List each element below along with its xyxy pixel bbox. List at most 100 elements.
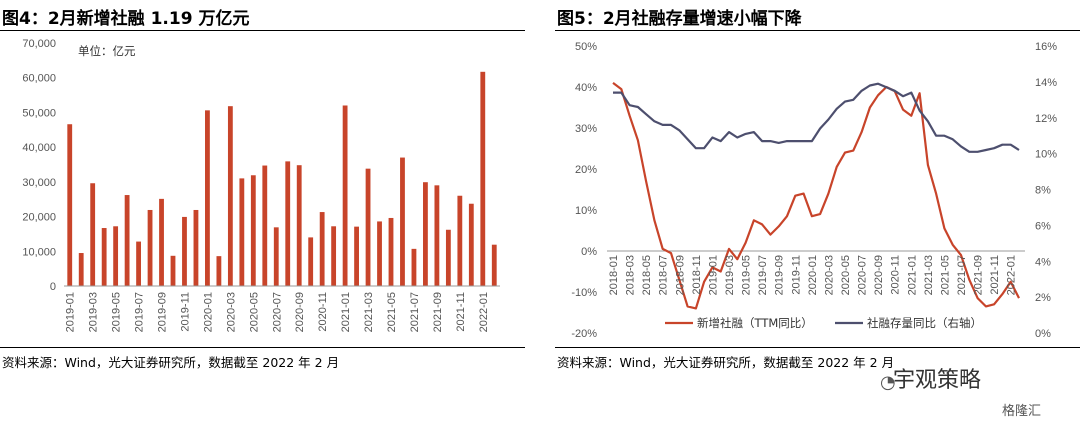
bar [400, 157, 405, 286]
bar [67, 124, 73, 286]
bar [147, 209, 153, 286]
source-rule [555, 347, 1080, 348]
x-tick-label: 2021-09 [432, 292, 444, 332]
bar [159, 198, 164, 286]
x-tick-label: 2021-07 [956, 255, 968, 295]
bar [239, 178, 245, 286]
x-tick-label: 2019-07 [134, 292, 146, 332]
x-tick-label: 2019-05 [741, 255, 753, 295]
x-tick-label: 2021-09 [973, 255, 985, 295]
x-tick-label: 2021-01 [906, 255, 918, 295]
x-tick-label: 2021-01 [340, 292, 352, 332]
chart-title: 图5：2月社融存量增速小幅下降 [557, 9, 802, 29]
x-tick-label: 2019-09 [157, 292, 169, 332]
y-tick-label-right: 8% [1035, 185, 1051, 197]
bar [445, 229, 451, 286]
chart-panel-financing-stock: 图5：2月社融存量增速小幅下降 -20% -10% 0% 10% 20% 30% 40% 50… [555, 0, 1080, 426]
x-tick-label: 2019-01 [65, 292, 77, 332]
x-tick-label: 2019-03 [88, 292, 100, 332]
bar [227, 106, 233, 287]
bar [78, 253, 84, 286]
bar-chart-svg: 单位：亿元 0 10,000 20,000 30,000 40,000 50,000 60,… [22, 38, 500, 332]
y-tick-label: 20,000 [22, 212, 56, 224]
bar [342, 105, 348, 286]
bar [480, 71, 486, 286]
x-tick-label: 2020-01 [807, 255, 819, 295]
series-line [613, 82, 1020, 153]
x-tick-label: 2019-09 [774, 255, 786, 295]
y-tick-label-right: 14% [1035, 77, 1057, 89]
bar [457, 195, 463, 286]
x-tick-label: 2021-03 [363, 292, 375, 332]
x-tick-label: 2019-03 [724, 255, 736, 295]
bar [182, 216, 187, 286]
bar [124, 195, 130, 286]
bar [411, 248, 417, 286]
wechat-icon: ◔ [880, 372, 896, 393]
chart-title: 图4：2月新增社融 1.19 万亿元 [2, 9, 250, 29]
x-tick-label: 2019-01 [707, 255, 719, 295]
y-tick-label-left: -10% [571, 287, 597, 299]
title-rule [0, 30, 525, 31]
bar [377, 221, 382, 286]
x-tick-label: 2022-01 [478, 292, 490, 332]
y-tick-label-left: 10% [575, 205, 597, 217]
y-tick-label-left: 0% [581, 246, 597, 258]
x-tick-label: 2021-03 [923, 255, 935, 295]
line-chart-svg: -20% -10% 0% 10% 20% 30% 40% 50% 0% 2% 4% 6% 8% 10% 1… [571, 41, 1057, 340]
x-tick-label: 2018-01 [608, 255, 620, 295]
bar [319, 212, 325, 286]
x-tick-label: 2020-03 [823, 255, 835, 295]
y-tick-label: 0 [50, 281, 56, 293]
x-tick-label: 2019-07 [757, 255, 769, 295]
y-tick-label-right: 10% [1035, 149, 1057, 161]
y-tick-label-right: 16% [1035, 41, 1057, 53]
y-tick-label-right: 4% [1035, 256, 1051, 268]
y-tick-label: 50,000 [22, 107, 56, 119]
bar [262, 165, 268, 286]
x-tick-label: 2021-07 [409, 292, 421, 332]
bar [273, 227, 279, 286]
x-tick-label: 2020-07 [857, 255, 869, 295]
title-rule [555, 30, 1080, 31]
x-tick-label: 2018-09 [674, 255, 686, 295]
x-tick-label: 2022-01 [1006, 255, 1018, 295]
bar [491, 244, 497, 286]
x-tick-label: 2019-05 [111, 292, 123, 332]
x-tick-label: 2020-11 [890, 255, 902, 295]
source-rule [0, 347, 525, 348]
bar [434, 185, 440, 286]
x-tick-label: 2021-05 [939, 255, 951, 295]
y-tick-label: 10,000 [22, 246, 56, 258]
bar [423, 182, 428, 286]
bar [136, 241, 141, 286]
series-line [612, 82, 1020, 310]
y-tick-label-right: 12% [1035, 113, 1057, 125]
bar [90, 183, 96, 286]
bar [113, 226, 119, 286]
bar [388, 217, 394, 286]
x-tick-label: 2020-05 [840, 255, 852, 295]
bar [365, 168, 371, 286]
legend-label: 新增社融（TTM同比） [697, 316, 813, 330]
y-tick-label-left: 50% [575, 41, 597, 53]
bar [193, 209, 199, 286]
bar [308, 237, 314, 286]
x-tick-label: 2018-11 [691, 255, 703, 295]
bar [170, 255, 176, 286]
y-tick-label-right: 6% [1035, 220, 1051, 232]
x-tick-label: 2019-11 [179, 292, 191, 332]
x-tick-label: 2020-09 [873, 255, 885, 295]
x-tick-label: 2018-03 [625, 255, 637, 295]
x-tick-label: 2018-05 [641, 255, 653, 295]
x-tick-label: 2020-11 [317, 292, 329, 332]
x-tick-label: 2020-05 [248, 292, 260, 332]
y-tick-label: 30,000 [22, 177, 56, 189]
x-tick-label: 2019-11 [790, 255, 802, 295]
bar [468, 203, 474, 286]
source-note: 资料来源：Wind，光大证券研究所，数据截至 2022 年 2 月 [2, 355, 340, 370]
y-tick-label-left: -20% [571, 328, 597, 340]
y-tick-label: 40,000 [22, 142, 56, 154]
x-tick-label: 2020-09 [294, 292, 306, 332]
y-tick-label: 60,000 [22, 73, 56, 85]
